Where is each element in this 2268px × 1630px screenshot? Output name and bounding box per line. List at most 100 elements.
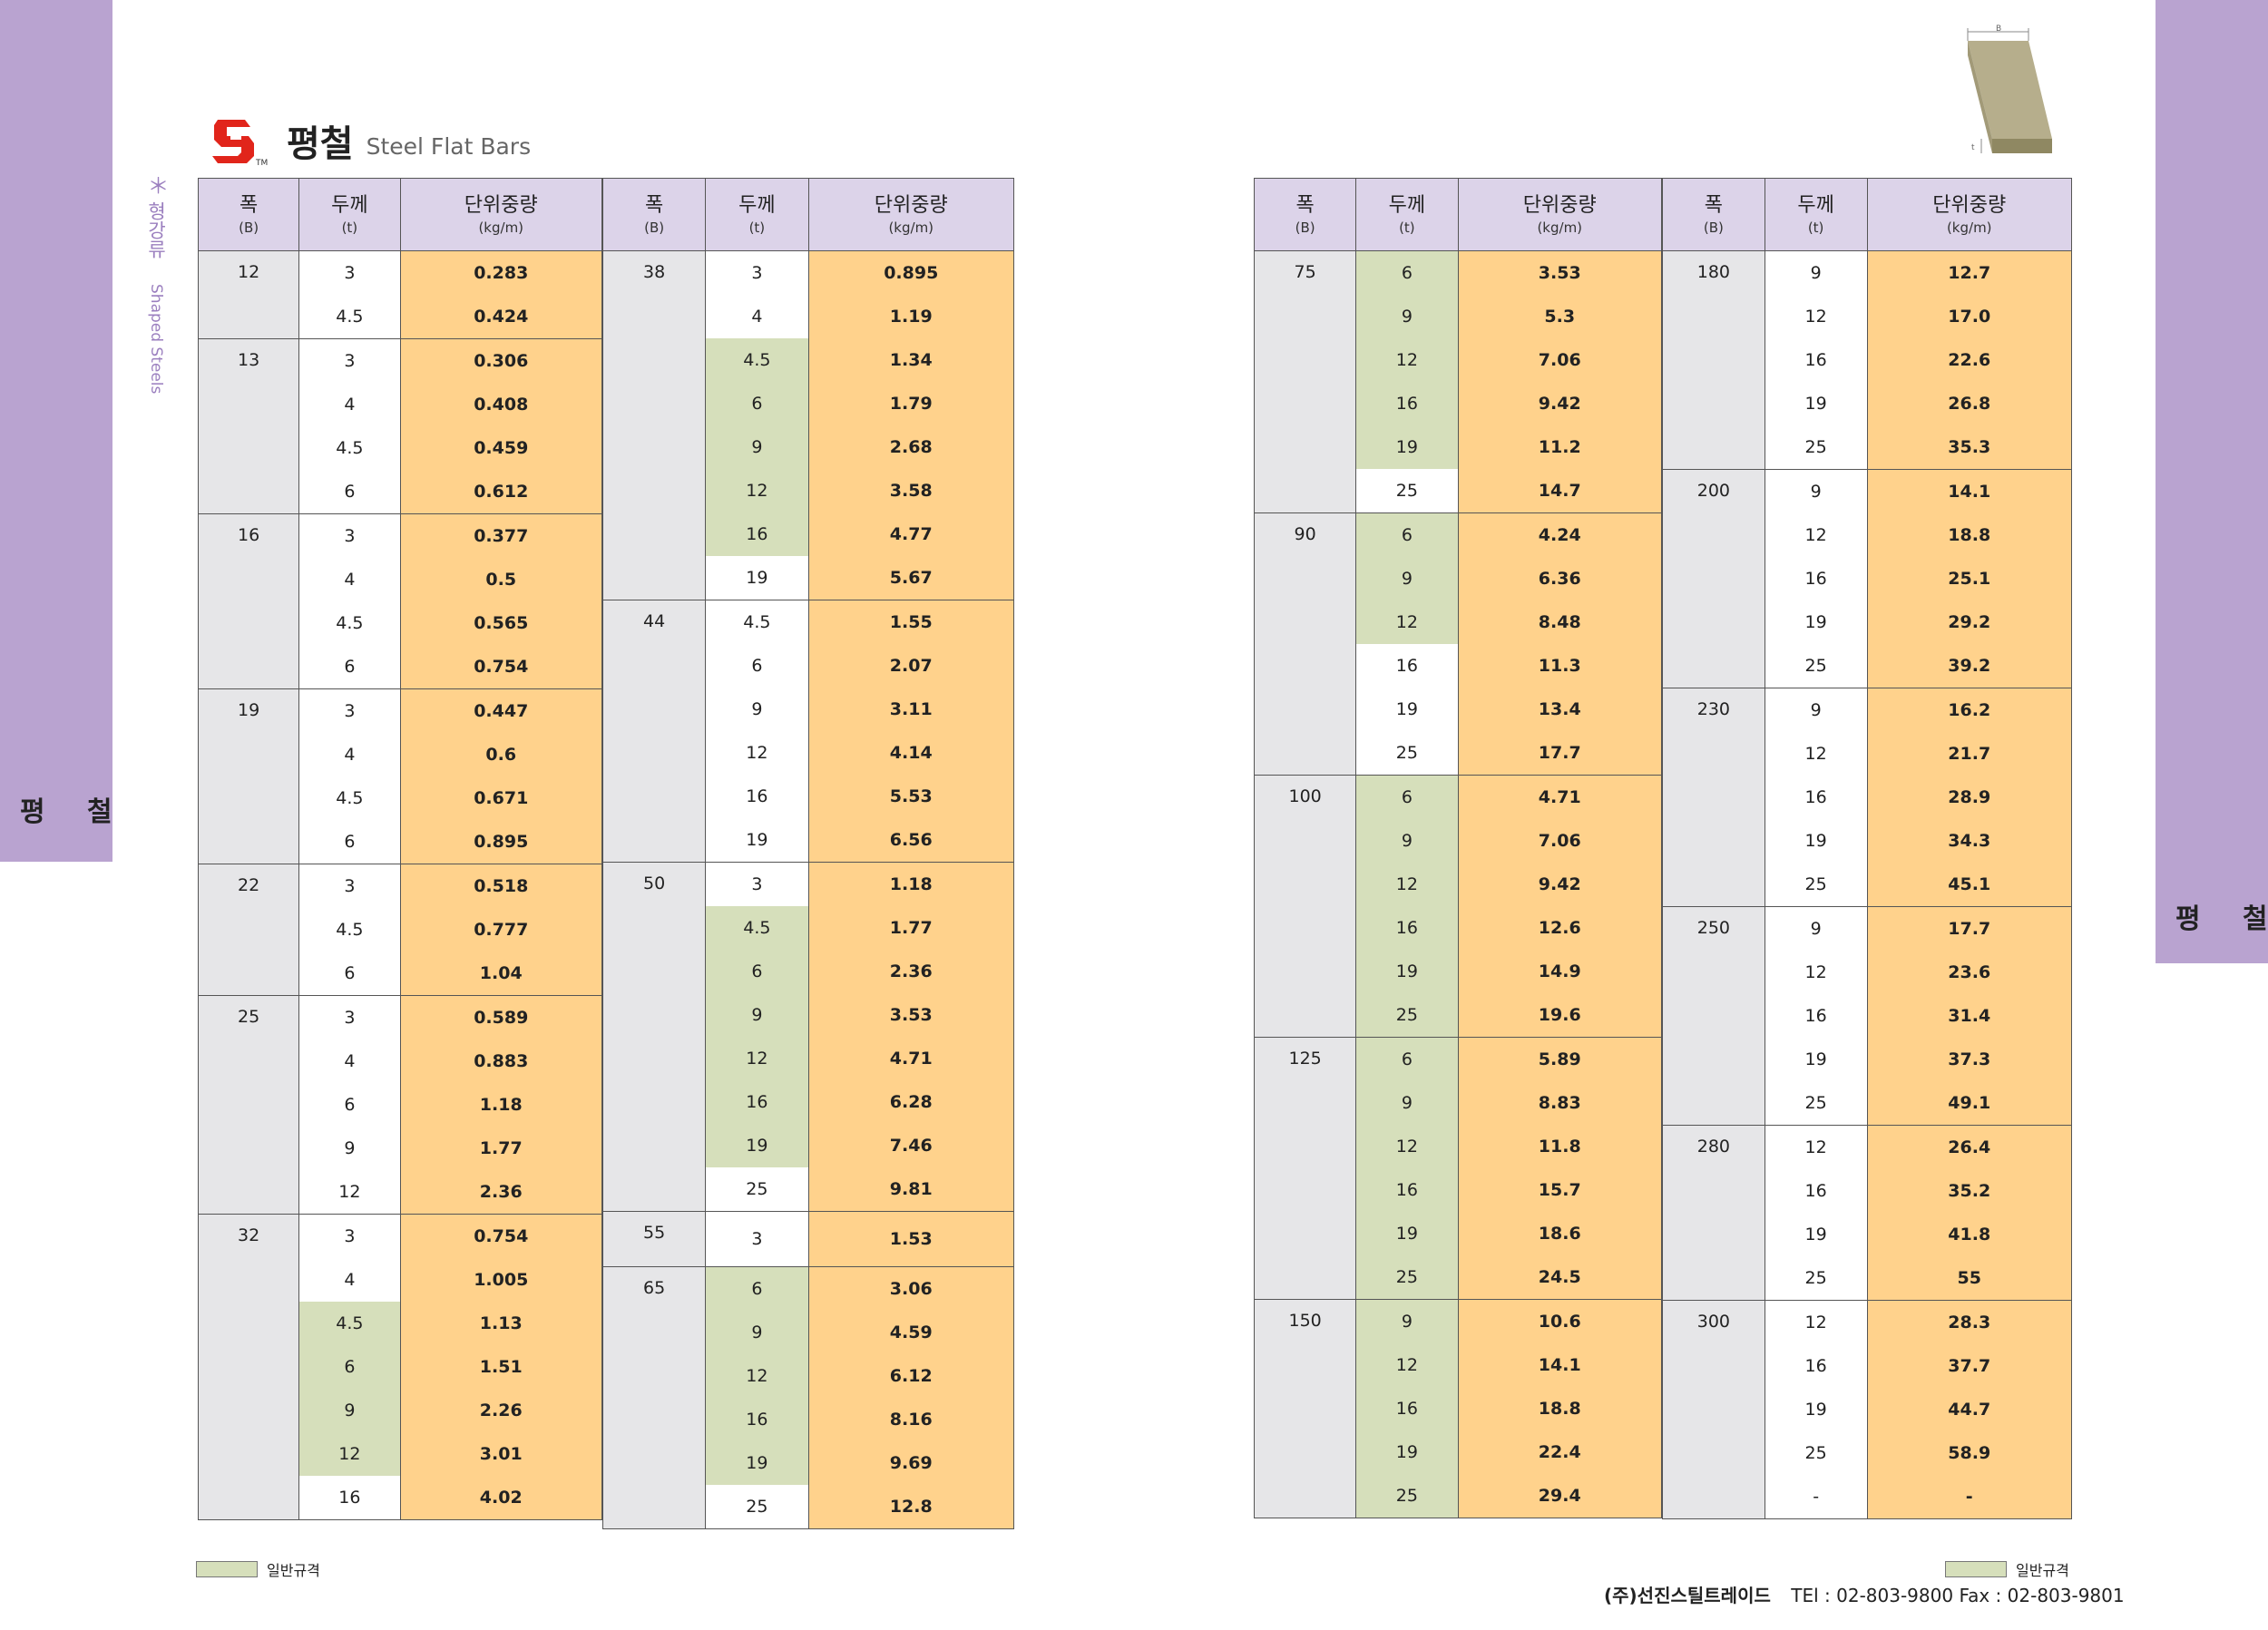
thickness-cell-standard: 6 [705,382,809,425]
table-row: 16 35.2 [1663,1169,2072,1213]
legend-label: 일반규격 [2016,1562,2069,1579]
table-row: 12 6.12 [603,1354,1014,1398]
weight-cell: 4.02 [399,1476,602,1520]
weight-cell: 1.53 [807,1211,1014,1267]
thickness-cell: 19 [1764,600,1868,644]
table-row: 230 9 16.2 [1662,688,2072,907]
thickness-cell-standard: 12 [1355,863,1459,906]
side-tab-label: 평 철 [20,796,129,828]
thickness-cell: 9 [1764,469,1868,513]
weight-cell: 7.06 [1457,338,1662,382]
table-row: 4 1.005 [199,1258,602,1302]
thickness-cell-standard: 25 [1355,1474,1459,1518]
thickness-cell-standard: 6 [705,950,809,993]
width-cell: 100 [1253,775,1357,1038]
thickness-cell-standard: 16 [705,1080,809,1124]
table-row: 75 6 3.53 [1253,250,1662,513]
table-row: 4.5 1.13 [199,1302,602,1345]
weight-cell: 22.6 [1866,338,2072,382]
table-row: 25 24.5 [1255,1255,1662,1300]
thickness-cell-standard: 9 [1355,819,1459,863]
weight-cell: 0.754 [399,645,602,689]
thickness-cell: 3 [298,864,401,908]
weight-cell: 5.3 [1457,295,1662,338]
weight-cell: 0.895 [399,820,602,864]
weight-cell: 1.77 [807,906,1014,950]
weight-cell: 0.306 [399,338,602,383]
column-header-label: 폭 [1295,193,1315,217]
legend-right: 일반규격 [1945,1558,2069,1580]
weight-cell: 16.2 [1866,688,2072,732]
column-header-unit: (kg/m) [478,219,524,236]
weight-cell: 3.53 [807,993,1014,1037]
table-row: 9 8.83 [1255,1081,1662,1125]
thickness-cell: 16 [1355,644,1459,688]
weight-cell: 9.42 [1457,863,1662,906]
table-row: 9 4.59 [603,1311,1014,1354]
thickness-cell: 12 [1764,1125,1868,1169]
weight-cell: 1.04 [399,952,602,996]
weight-cell: 4.77 [807,512,1014,556]
table-row: 19 41.8 [1663,1213,2072,1256]
thickness-cell: 25 [1355,469,1459,513]
thickness-cell: 19 [1764,1213,1868,1256]
column-header-label: 폭 [240,193,259,217]
column-header-label: 폭 [1704,193,1723,217]
thickness-cell: 25 [1355,731,1459,776]
thickness-cell-standard: 12 [1355,600,1459,644]
table-row: 25 58.9 [1663,1431,2072,1475]
table-row: 9 2.26 [199,1389,602,1432]
table-row: 19 34.3 [1663,819,2072,863]
thickness-cell: 12 [1764,513,1868,557]
table-row: 6 2.07 [603,644,1014,688]
weight-cell: 17.0 [1866,295,2072,338]
legend-label: 일반규격 [267,1562,320,1579]
width-cell: 280 [1662,1125,1765,1301]
table-row: 200 9 14.1 [1662,469,2072,688]
weight-cell: 39.2 [1866,644,2072,688]
weight-cell: 14.7 [1457,469,1662,513]
weight-cell: 0.459 [399,426,602,470]
width-cell: 150 [1253,1299,1357,1518]
weight-cell: 14.1 [1866,469,2072,513]
column-header-width: 폭 (B) [1662,178,1765,251]
company-name: (주)선진스틸트레이드 [1604,1585,1771,1606]
weight-cell: 1.79 [807,382,1014,425]
weight-cell: 34.3 [1866,819,2072,863]
table-row: 25 12.8 [603,1485,1014,1529]
weight-cell: 5.53 [807,775,1014,818]
column-header-thickness: 두께 (t) [1764,178,1868,251]
table-row: 90 6 4.24 [1253,512,1662,776]
table-header-row: 폭 (B) 두께 (t) 단위중량 (kg/m) [197,178,602,251]
thickness-cell-standard: 4.5 [705,338,809,382]
table-row: 12 7.06 [1255,338,1662,382]
table-row: 19 11.2 [1255,425,1662,469]
table-row: 6 1.04 [199,952,602,996]
weight-cell: 1.18 [807,862,1014,906]
weight-cell: 6.12 [807,1354,1014,1398]
thickness-cell-standard: 19 [1355,425,1459,469]
thickness-cell: 9 [1764,250,1868,295]
table-row: 300 12 28.3 [1662,1300,2072,1519]
weight-cell: 8.48 [1457,600,1662,644]
column-header-weight: 단위중량 (kg/m) [1457,178,1662,251]
flat-bar-table-right-a: 폭 (B) 두께 (t) 단위중량 (kg/m) 75 6 3.53 9 5.3 12 7.06 16 9.… [1253,178,1662,1518]
thickness-cell-standard: 16 [1355,382,1459,425]
weight-cell: 0.518 [399,864,602,908]
thickness-cell: 6 [298,952,401,996]
dimension-t-label: t [1971,143,1975,152]
weight-cell: 1.18 [399,1083,602,1127]
table-row: 25 35.3 [1663,425,2072,470]
table-row: 16 22.6 [1663,338,2072,382]
column-header-unit: (B) [644,219,665,236]
table-row: 9 5.3 [1255,295,1662,338]
thickness-cell-standard: 12 [705,1354,809,1398]
weight-cell: 0.883 [399,1039,602,1083]
weight-cell: 1.34 [807,338,1014,382]
column-header-weight: 단위중량 (kg/m) [1866,178,2072,251]
weight-cell: 17.7 [1457,731,1662,776]
table-row: 250 9 17.7 [1662,906,2072,1126]
thickness-cell: 16 [1764,1344,1868,1388]
side-tab-left: 평 철 [0,0,112,862]
width-cell: 12 [197,250,300,339]
